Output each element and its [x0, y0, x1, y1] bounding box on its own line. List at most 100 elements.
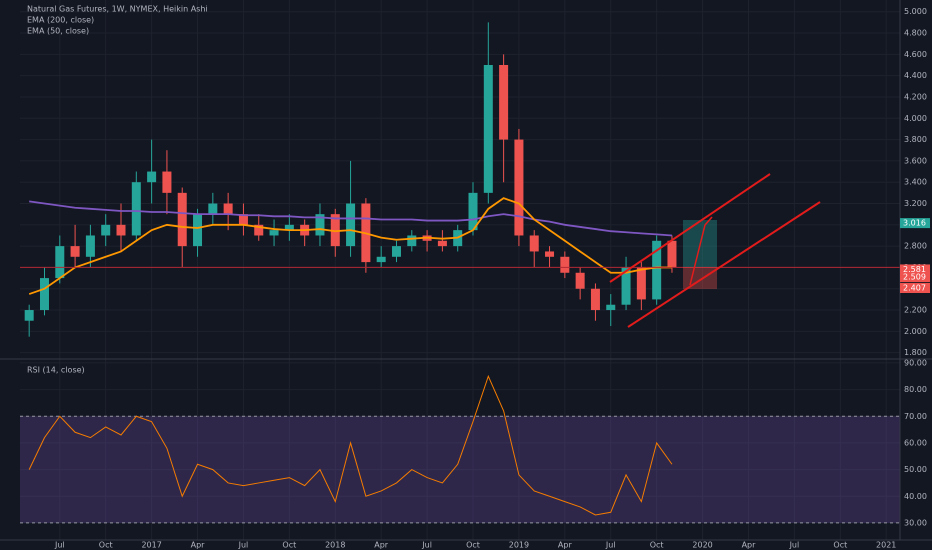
price-tag-label: 2.509 — [903, 273, 926, 282]
y-tick-label: 30.00 — [904, 518, 927, 527]
chart-title: Natural Gas Futures, 1W, NYMEX, Heikin A… — [27, 5, 208, 14]
x-tick-label: 2021 — [876, 541, 896, 550]
y-tick-label: 2.200 — [904, 306, 927, 315]
candle-body — [590, 288, 600, 311]
candle-body — [101, 224, 111, 236]
candle-body — [177, 192, 187, 247]
y-tick-label: 4.800 — [904, 29, 927, 38]
x-tick-label: 2020 — [692, 541, 712, 550]
pane-title: RSI (14, close) — [27, 366, 85, 375]
candle-body — [346, 203, 356, 247]
candle-body — [39, 278, 49, 311]
line-series — [28, 374, 673, 516]
y-tick-label: 40.00 — [904, 492, 927, 501]
candle-body — [376, 256, 386, 263]
y-tick-label: 70.00 — [904, 412, 927, 421]
candle-body — [391, 246, 401, 257]
candle-body — [652, 240, 662, 300]
candle-body — [131, 182, 141, 236]
candle-body — [545, 251, 555, 257]
candle-body — [193, 214, 203, 247]
candle-body — [315, 214, 325, 236]
line-series — [29, 200, 673, 237]
x-tick-label: Apr — [374, 541, 389, 550]
legend-entry: EMA (200, close) — [27, 16, 94, 25]
y-tick-label: 3.600 — [904, 156, 927, 165]
x-tick-label: 2019 — [509, 541, 529, 550]
candle-body — [162, 171, 172, 193]
price-tag-label: 3.016 — [903, 219, 926, 228]
x-tick-label: Oct — [99, 541, 113, 550]
marks-layer — [20, 22, 900, 516]
candle-body — [606, 304, 616, 311]
candle-body — [147, 171, 157, 183]
x-tick-label: Oct — [466, 541, 480, 550]
candle-body — [70, 246, 80, 257]
candle-body — [55, 246, 65, 279]
line-series — [28, 197, 672, 295]
candle-body — [24, 310, 34, 321]
x-tick-label: Oct — [833, 541, 847, 550]
x-tick-label: Jul — [238, 541, 249, 550]
candle-body — [468, 192, 478, 231]
y-tick-label: 1.800 — [904, 348, 927, 357]
price-tag — [900, 272, 930, 283]
candle-body — [560, 256, 570, 273]
candle-body — [529, 235, 539, 252]
y-tick-label: 3.400 — [904, 178, 927, 187]
projection — [689, 216, 713, 286]
candle-body — [116, 224, 126, 236]
candle-body — [514, 139, 524, 236]
y-tick-label: 5.000 — [904, 7, 927, 16]
x-tick-label: Apr — [191, 541, 206, 550]
y-tick-label: 4.600 — [904, 50, 927, 59]
price-tag-label: 2.581 — [903, 265, 926, 274]
legend-entry: EMA (50, close) — [27, 27, 89, 36]
price-tag-label: 2.407 — [903, 283, 926, 292]
candle-body — [85, 235, 95, 257]
candle-body — [483, 64, 493, 193]
y-tick-label: 2.800 — [904, 242, 927, 251]
y-tick-label: 4.200 — [904, 92, 927, 101]
x-tick-label: Jul — [605, 541, 616, 550]
x-tick-label: Apr — [742, 541, 757, 550]
y-tick-label: 3.200 — [904, 199, 927, 208]
y-tick-label: 50.00 — [904, 465, 927, 474]
price-tag — [900, 282, 930, 293]
candle-body — [269, 230, 279, 236]
y-tick-label: 4.400 — [904, 71, 927, 80]
channel-upper — [609, 173, 771, 283]
rsi-band — [20, 416, 900, 523]
drawings — [609, 173, 821, 328]
y-tick-label: 2.000 — [904, 327, 927, 336]
candle-body — [254, 224, 264, 236]
y-tick-label: 60.00 — [904, 438, 927, 447]
long-position-loss — [683, 267, 717, 289]
candle-body — [636, 267, 646, 300]
candle-body — [621, 267, 631, 305]
candle-body — [223, 203, 233, 215]
candle-body — [437, 240, 447, 247]
channel-lower — [627, 201, 821, 328]
x-tick-label: 2017 — [141, 541, 161, 550]
candle-body — [208, 203, 218, 215]
x-tick-label: Oct — [282, 541, 296, 550]
candle-body — [499, 64, 509, 140]
price-tag — [900, 264, 930, 275]
x-tick-label: Jul — [789, 541, 800, 550]
x-tick-label: Jul — [421, 541, 432, 550]
candle-body — [238, 214, 248, 225]
candle-body — [575, 272, 585, 289]
candle-body — [667, 240, 677, 268]
y-tick-label: 4.000 — [904, 114, 927, 123]
candle-body — [407, 235, 417, 247]
y-tick-label: 3.800 — [904, 135, 927, 144]
x-tick-label: Oct — [650, 541, 664, 550]
y-tick-label: 80.00 — [904, 385, 927, 394]
candle-body — [284, 224, 294, 231]
price-tag — [900, 218, 930, 229]
x-tick-label: Apr — [558, 541, 573, 550]
